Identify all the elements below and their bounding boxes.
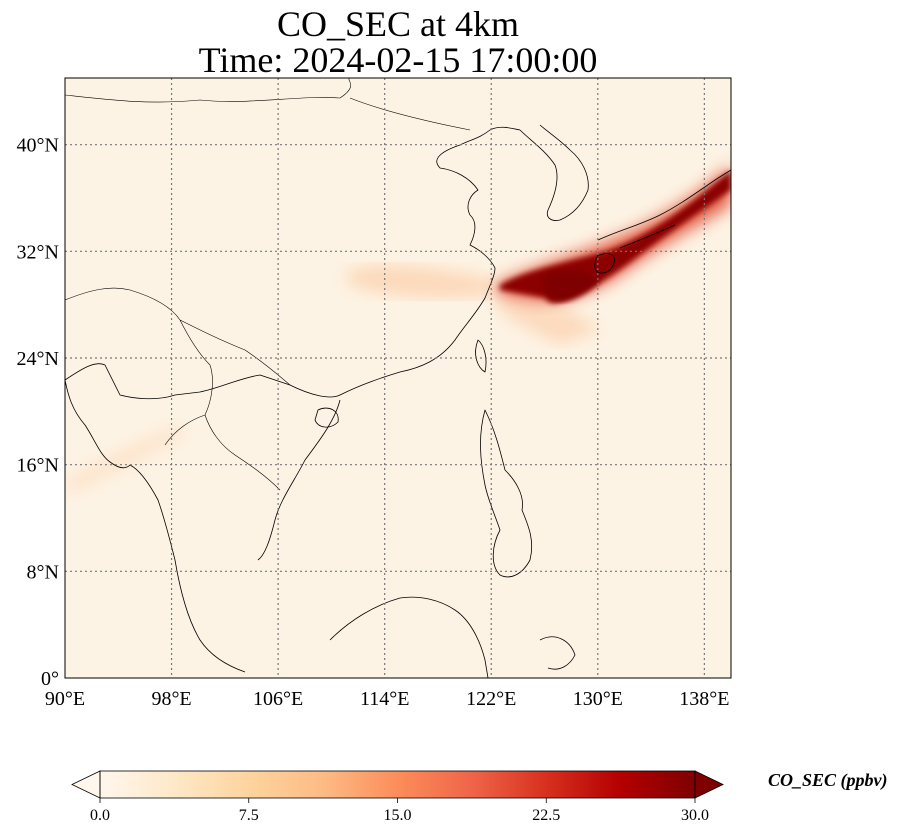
colorbar-gradient bbox=[100, 771, 695, 798]
colorbar: 0.0 7.5 15.0 22.5 30.0 CO_SEC (ppbv) bbox=[71, 770, 888, 824]
colorbar-extend-high bbox=[694, 770, 724, 799]
coastline-sulawesi bbox=[539, 636, 576, 670]
map-subtitle-time: Time: 2024-02-15 17:00:00 bbox=[198, 40, 598, 80]
coastline-taiwan bbox=[475, 339, 487, 373]
coastline-japan bbox=[594, 169, 731, 274]
lat-tick-labels: 0° 8°N 16°N 24°N 32°N 40°N bbox=[17, 135, 59, 690]
plume-yangtze bbox=[345, 265, 495, 298]
coastline-hainan bbox=[314, 407, 339, 428]
country-borders bbox=[65, 78, 471, 491]
coastline-korea bbox=[519, 124, 589, 221]
colorbar-tick-label: 0.0 bbox=[90, 807, 110, 824]
colorbar-tick-label: 7.5 bbox=[239, 807, 259, 824]
plume-main-core bbox=[500, 170, 731, 303]
lon-tick-labels: 90°E 98°E 106°E 114°E 122°E 130°E 138°E bbox=[45, 688, 730, 710]
map-background bbox=[65, 78, 731, 678]
coastline-philippines bbox=[480, 409, 533, 578]
lon-tick-label: 114°E bbox=[360, 688, 409, 710]
lon-tick-label: 138°E bbox=[679, 688, 729, 710]
colorbar-tick-label: 15.0 bbox=[384, 807, 412, 824]
colorbar-label: CO_SEC (ppbv) bbox=[768, 770, 888, 791]
co-field-layer bbox=[65, 78, 731, 678]
lon-tick-label: 106°E bbox=[253, 688, 303, 710]
lon-tick-label: 98°E bbox=[151, 688, 191, 710]
lat-tick-label: 16°N bbox=[17, 455, 59, 477]
lon-tick-label: 130°E bbox=[573, 688, 623, 710]
map-frame bbox=[64, 77, 732, 679]
plume-east-china-sea-faint bbox=[495, 300, 600, 345]
lat-tick-label: 0° bbox=[41, 668, 59, 690]
lat-tick-label: 32°N bbox=[17, 241, 59, 263]
coastline-borneo bbox=[329, 596, 489, 678]
lon-tick-label: 122°E bbox=[466, 688, 516, 710]
lat-tick-label: 40°N bbox=[17, 135, 59, 157]
lon-tick-label: 90°E bbox=[45, 688, 85, 710]
colorbar-extend-low bbox=[71, 770, 101, 799]
colorbar-ticks: 0.0 7.5 15.0 22.5 30.0 bbox=[90, 798, 709, 824]
lat-tick-label: 24°N bbox=[17, 348, 59, 370]
map-title: CO_SEC at 4km bbox=[276, 4, 519, 44]
map-gridlines bbox=[65, 78, 731, 678]
lat-tick-label: 8°N bbox=[27, 561, 59, 583]
colorbar-tick-label: 30.0 bbox=[681, 807, 709, 824]
coastline-china bbox=[65, 126, 521, 400]
plume-indochina bbox=[65, 425, 185, 495]
colorbar-tick-label: 22.5 bbox=[532, 807, 560, 824]
plume-main-lobe bbox=[543, 270, 600, 302]
coastline-indochina bbox=[65, 379, 341, 673]
